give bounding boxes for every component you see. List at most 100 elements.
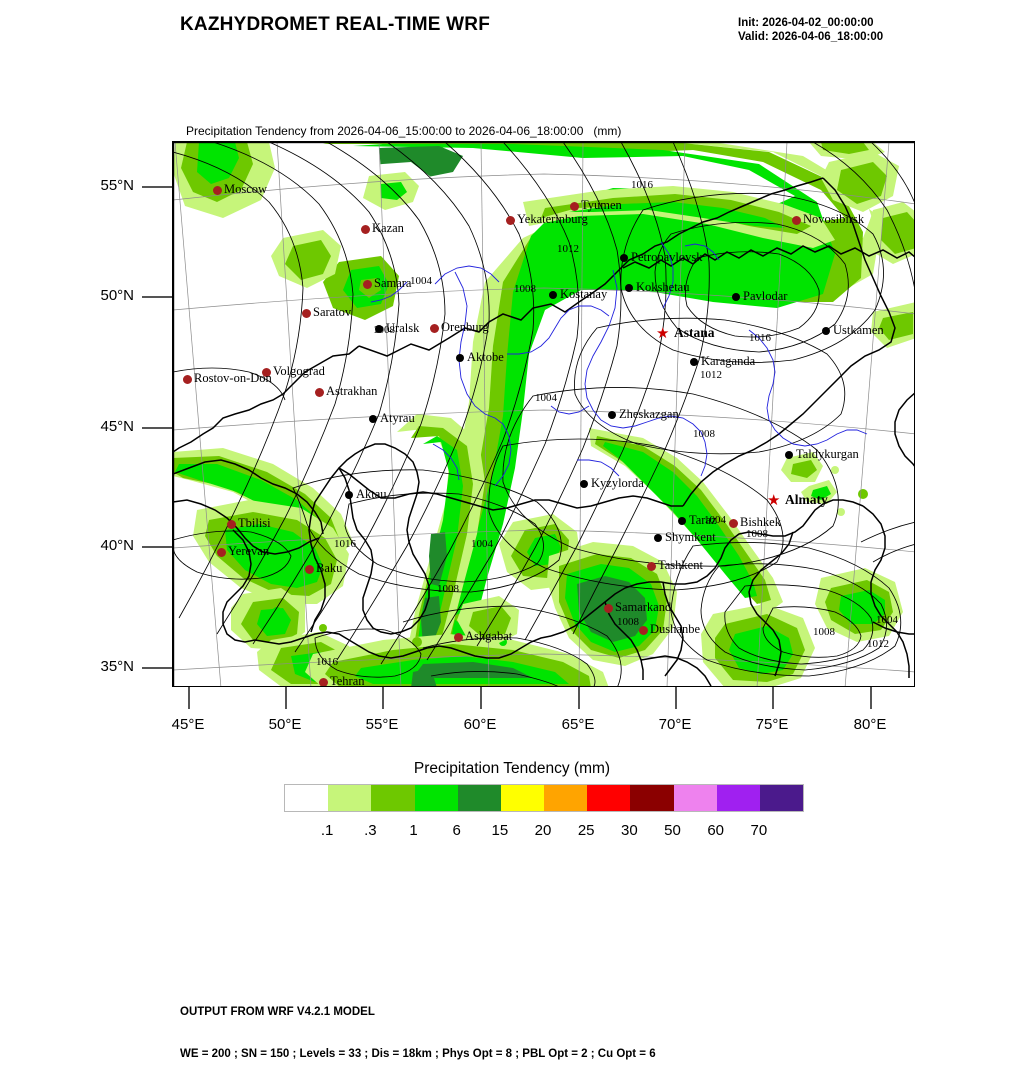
colorbar-tick: 30 xyxy=(620,822,638,839)
city-label: Kostanay xyxy=(560,287,608,301)
contour-label: 1004 xyxy=(471,538,493,550)
lon-tick-mark xyxy=(675,687,677,709)
contour-label: 1004 xyxy=(410,275,432,287)
city-marker-dot xyxy=(453,632,463,642)
country-borders xyxy=(173,177,914,686)
city-label: Samarkand xyxy=(615,600,672,614)
map-canvas xyxy=(173,142,914,686)
city-marker-dot xyxy=(620,254,628,262)
city-marker-dot xyxy=(625,284,633,292)
lon-tick-mark xyxy=(772,687,774,709)
valid-time: Valid: 2026-04-06_18:00:00 xyxy=(738,31,884,43)
city-label: Zheskazgan xyxy=(619,407,679,421)
city-label: Saratov xyxy=(313,305,352,319)
city-marker-dot xyxy=(304,564,314,574)
lon-tick-label: 70°E xyxy=(658,716,692,733)
province-borders xyxy=(370,241,868,487)
contour-label: 1004 xyxy=(535,392,557,404)
city-marker-dot xyxy=(732,293,740,301)
city-label: Karaganda xyxy=(701,354,756,368)
city-label: Taraz xyxy=(689,513,717,527)
capital-star-icon: ★ xyxy=(656,325,670,342)
city-marker-dot xyxy=(226,519,236,529)
city-label: Pavlodar xyxy=(743,289,788,303)
page-title: KAZHYDROMET REAL-TIME WRF xyxy=(180,14,491,35)
footer-line-1: OUTPUT FROM WRF V4.2.1 MODEL xyxy=(180,1006,375,1018)
contour-label: 1016 xyxy=(316,656,338,668)
city-label: Tyumen xyxy=(581,198,622,212)
city-label: Rostov-on-Don xyxy=(194,371,272,385)
contour-label: 1016 xyxy=(749,332,771,344)
city-label: Ashgabat xyxy=(465,629,513,643)
colorbar-title: Precipitation Tendency (mm) xyxy=(413,760,611,777)
city-marker-dot xyxy=(212,185,222,195)
city-label: Orenburg xyxy=(441,320,489,334)
city-marker-dot xyxy=(456,354,464,362)
lon-tick-label: 45°E xyxy=(171,716,205,733)
colorbar-swatch-0[interactable] xyxy=(285,785,329,811)
contour-label: 1012 xyxy=(867,638,889,650)
lon-tick-label: 55°E xyxy=(365,716,399,733)
lon-tick-label: 80°E xyxy=(853,716,887,733)
map-plot-area[interactable]: 1016 1012 1008 1004 1008 1004 1012 1016 1008 1016… xyxy=(172,141,915,687)
lon-tick-mark xyxy=(285,687,287,709)
city-marker-dot xyxy=(301,308,311,318)
city-marker-dot xyxy=(785,451,793,459)
colorbar-swatch-2[interactable] xyxy=(371,785,415,811)
colorbar-tick: 25 xyxy=(577,822,595,839)
contour-label: 1008 xyxy=(514,283,536,295)
lon-tick-mark xyxy=(480,687,482,709)
colorbar-swatch-6[interactable] xyxy=(544,785,588,811)
colorbar[interactable] xyxy=(284,784,804,812)
city-label: Uralsk xyxy=(386,321,420,335)
colorbar-tick: 1 xyxy=(409,822,418,839)
city-label: Kyzylorda xyxy=(591,476,644,490)
city-marker-dot xyxy=(608,411,616,419)
city-label: Kokshetau xyxy=(636,280,690,294)
colorbar-swatch-8[interactable] xyxy=(630,785,674,811)
lat-tick-mark xyxy=(142,186,172,188)
contour-label: 1008 xyxy=(437,583,459,595)
city-label: Almaty xyxy=(785,492,828,507)
city-label: Dushanbe xyxy=(650,622,700,636)
capital-star-icon: ★ xyxy=(767,492,781,509)
city-marker-dot xyxy=(314,387,324,397)
contour-label: 1008 xyxy=(813,626,835,638)
city-label: Volgograd xyxy=(273,364,325,378)
city-label: Bishkek xyxy=(740,515,781,529)
contour-label: 1004 xyxy=(704,514,726,526)
colorbar-swatch-11[interactable] xyxy=(759,785,804,811)
lon-tick-mark xyxy=(870,687,872,709)
city-marker-dot xyxy=(549,291,557,299)
colorbar-swatch-1[interactable] xyxy=(328,785,372,811)
model-footer: OUTPUT FROM WRF V4.2.1 MODEL WE = 200 ; … xyxy=(180,977,656,1089)
city-marker-dot xyxy=(362,279,372,289)
footer-line-2: WE = 200 ; SN = 150 ; Levels = 33 ; Dis … xyxy=(180,1048,656,1060)
city-label: Tbilisi xyxy=(238,516,271,530)
lon-tick-label: 75°E xyxy=(755,716,789,733)
colorbar-swatch-3[interactable] xyxy=(414,785,458,811)
city-marker-dot xyxy=(690,358,698,366)
lat-tick-label: 40°N xyxy=(100,537,134,554)
colorbar-swatch-9[interactable] xyxy=(673,785,717,811)
city-marker-dot xyxy=(182,374,192,384)
lon-tick-mark xyxy=(382,687,384,709)
colorbar-swatch-10[interactable] xyxy=(716,785,760,811)
city-label: Moscow xyxy=(224,182,268,196)
city-marker-dot xyxy=(345,491,353,499)
city-marker-dot xyxy=(369,415,377,423)
city-marker-dot xyxy=(360,224,370,234)
colorbar-swatch-7[interactable] xyxy=(587,785,631,811)
lat-tick-mark xyxy=(142,667,172,669)
contour-label: 1008 xyxy=(617,616,639,628)
colorbar-swatch-5[interactable] xyxy=(500,785,545,811)
colorbar-swatch-4[interactable] xyxy=(457,785,501,811)
city-label: Tashkent xyxy=(658,558,703,572)
model-run-info: Init: 2026-04-02_00:00:00 Valid: 2026-04… xyxy=(738,16,883,44)
caption-precip: Precipitation Tendency from 2026-04-06_1… xyxy=(186,124,622,138)
city-marker-dot xyxy=(318,677,328,686)
city-label: Yekaterinburg xyxy=(517,212,588,226)
colorbar-tick: 60 xyxy=(707,822,724,839)
city-label: Ustkamen xyxy=(833,323,884,337)
colorbar-tick: 50 xyxy=(664,822,681,839)
